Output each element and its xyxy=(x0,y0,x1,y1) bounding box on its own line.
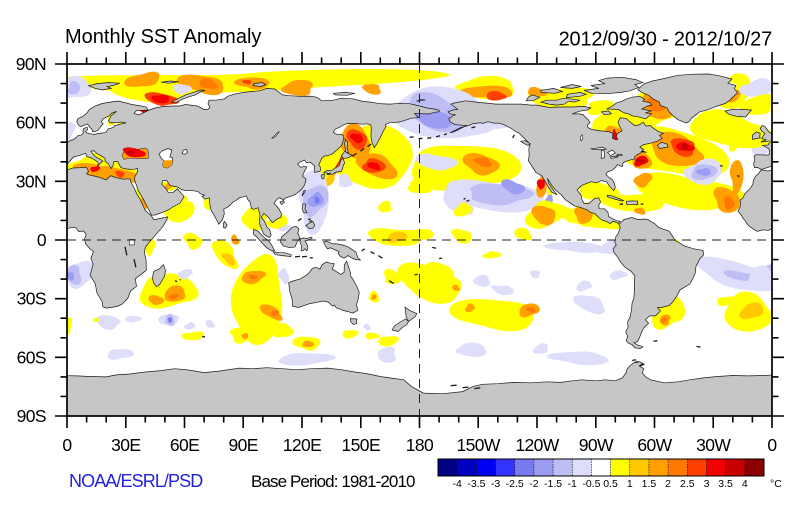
svg-text:120W: 120W xyxy=(515,435,559,455)
svg-text:90S: 90S xyxy=(17,406,46,426)
svg-text:-2.5: -2.5 xyxy=(506,478,524,490)
svg-text:60W: 60W xyxy=(637,435,672,455)
svg-text:3.5: 3.5 xyxy=(718,478,733,490)
svg-text:150E: 150E xyxy=(342,435,380,455)
svg-text:60N: 60N xyxy=(16,113,46,133)
svg-text:30E: 30E xyxy=(111,435,140,455)
svg-text:150W: 150W xyxy=(457,435,501,455)
svg-text:4: 4 xyxy=(742,478,748,490)
svg-text:3: 3 xyxy=(704,478,710,490)
svg-text:-3: -3 xyxy=(491,478,500,490)
svg-text:90N: 90N xyxy=(16,54,46,74)
svg-text:1.5: 1.5 xyxy=(642,478,657,490)
svg-text:-1: -1 xyxy=(568,478,577,490)
svg-text:30W: 30W xyxy=(696,435,731,455)
svg-text:-3.5: -3.5 xyxy=(467,478,485,490)
svg-text:120E: 120E xyxy=(283,435,321,455)
svg-text:0: 0 xyxy=(62,435,72,455)
svg-text:NOAA/ESRL/PSD: NOAA/ESRL/PSD xyxy=(69,471,203,491)
svg-text:Base Period: 1981-2010: Base Period: 1981-2010 xyxy=(251,472,415,491)
svg-text:0: 0 xyxy=(767,435,777,455)
svg-text:°C: °C xyxy=(770,478,782,490)
svg-text:90E: 90E xyxy=(229,435,258,455)
svg-text:1: 1 xyxy=(627,478,633,490)
svg-text:2.5: 2.5 xyxy=(680,478,695,490)
svg-text:60E: 60E xyxy=(170,435,199,455)
svg-text:Monthly SST Anomaly: Monthly SST Anomaly xyxy=(65,26,261,48)
svg-text:0.5: 0.5 xyxy=(603,478,618,490)
svg-text:90W: 90W xyxy=(579,435,614,455)
svg-text:-1.5: -1.5 xyxy=(544,478,562,490)
svg-text:-2: -2 xyxy=(529,478,538,490)
svg-text:60S: 60S xyxy=(17,347,46,367)
svg-text:180: 180 xyxy=(406,435,434,455)
svg-text:2: 2 xyxy=(665,478,671,490)
svg-text:30N: 30N xyxy=(16,171,46,191)
svg-text:-0.5: -0.5 xyxy=(582,478,600,490)
svg-text:2012/09/30 - 2012/10/27: 2012/09/30 - 2012/10/27 xyxy=(559,29,772,51)
svg-text:-4: -4 xyxy=(453,478,462,490)
svg-text:30S: 30S xyxy=(17,289,46,309)
svg-text:0: 0 xyxy=(37,230,47,250)
